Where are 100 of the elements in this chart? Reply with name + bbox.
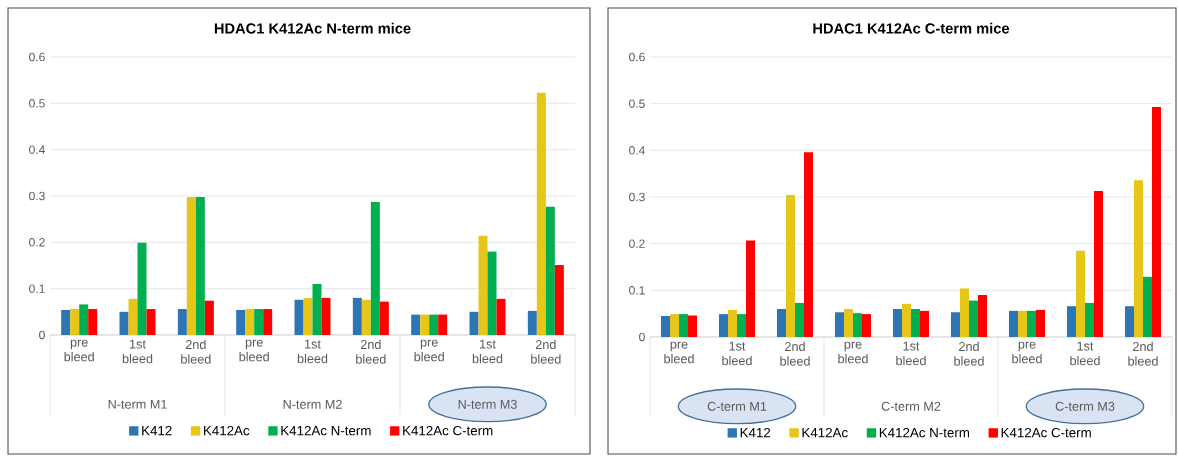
- text: C-term M1: [707, 401, 767, 411]
- x-tick-label: 2nd bleed: [531, 339, 561, 364]
- y-tick-label: 0.1: [29, 284, 45, 293]
- y-tick-label: 0: [639, 332, 645, 342]
- bar: [1134, 180, 1143, 337]
- bar: [688, 315, 698, 337]
- text: C-term M3: [1055, 401, 1115, 411]
- bar: [728, 309, 737, 337]
- bar: [1125, 306, 1134, 337]
- y-tick-label: 0: [39, 330, 45, 340]
- y-tick-label: 0.5: [629, 99, 645, 108]
- x-tick-label: pre bleed: [838, 341, 868, 364]
- y-tick-label: 0.3: [629, 192, 645, 202]
- bar: [661, 315, 671, 337]
- bar: [893, 308, 902, 337]
- bar: [1067, 306, 1076, 337]
- bar: [1085, 302, 1094, 337]
- bar: [119, 311, 129, 335]
- bar: [128, 298, 138, 335]
- x-tick-label: 2nd bleed: [356, 339, 386, 364]
- y-tick-label: 0.6: [629, 52, 645, 62]
- bar: [469, 311, 479, 335]
- bar: [361, 299, 371, 335]
- bar: [920, 310, 929, 337]
- bar: [1142, 276, 1152, 337]
- y-tick-label: 0.4: [629, 146, 645, 155]
- bar: [554, 265, 564, 335]
- bar: [862, 314, 871, 337]
- bar: [204, 300, 214, 335]
- x-tick-label: pre bleed: [1012, 341, 1042, 364]
- chart-title: HDAC1 K412Ac C-term mice: [813, 22, 1010, 34]
- x-tick-label: 1st bleed: [472, 339, 503, 364]
- legend-label: K412Ac N-term: [879, 427, 970, 438]
- bar: [719, 314, 729, 337]
- bar: [1152, 106, 1161, 337]
- y-tick-label: 0.4: [29, 145, 45, 154]
- legend-label: K412: [142, 425, 172, 436]
- x-tick-label: 1st bleed: [722, 341, 752, 366]
- bar: [61, 309, 71, 335]
- bar: [1094, 190, 1103, 337]
- y-tick-label: 0.6: [29, 52, 45, 62]
- bar: [527, 310, 537, 335]
- legend-label: K412Ac N-term: [281, 425, 371, 436]
- bar: [777, 308, 786, 337]
- bar: [438, 314, 448, 335]
- bar: [254, 309, 264, 335]
- x-tick-label: 1st bleed: [896, 341, 926, 366]
- text: C-term M2: [881, 401, 941, 411]
- legend-label: K412Ac: [802, 427, 848, 438]
- bar: [79, 304, 89, 335]
- bar: [70, 309, 80, 335]
- chart-title: HDAC1 K412Ac N-term mice: [214, 22, 411, 34]
- y-tick-label: 0.1: [629, 286, 645, 295]
- text: N-term M1: [108, 399, 167, 409]
- x-tick-label: 1st bleed: [1070, 341, 1100, 366]
- bar: [312, 284, 322, 335]
- bar: [137, 242, 147, 335]
- x-tick-label: 2nd bleed: [181, 339, 211, 364]
- bar: [245, 309, 255, 335]
- y-tick-label: 0.2: [29, 238, 45, 247]
- bar: [1036, 309, 1045, 337]
- x-tick-label: pre bleed: [64, 339, 94, 362]
- bar: [146, 309, 156, 335]
- bar: [370, 202, 380, 335]
- bar: [902, 303, 911, 337]
- bar: [352, 297, 362, 335]
- bar: [536, 92, 546, 335]
- bar: [186, 196, 196, 335]
- bar: [195, 196, 205, 335]
- bar: [670, 314, 680, 337]
- bar: [853, 313, 862, 337]
- bar: [978, 294, 987, 337]
- bar: [487, 251, 497, 335]
- legend-label: K412: [740, 427, 771, 438]
- bar: [1009, 310, 1018, 337]
- bar: [1027, 310, 1036, 337]
- bar: [746, 240, 755, 337]
- x-tick-label: pre bleed: [414, 339, 444, 362]
- x-tick-label: 1st bleed: [122, 339, 153, 364]
- x-tick-label: 2nd bleed: [780, 341, 810, 366]
- bar: [379, 301, 389, 335]
- bar: [737, 314, 747, 337]
- bar: [786, 195, 796, 337]
- bar: [303, 297, 313, 335]
- x-tick-label: 1st bleed: [297, 339, 328, 364]
- bar: [177, 309, 187, 335]
- bar: [236, 309, 246, 335]
- bar: [679, 314, 688, 337]
- x-tick-label: 2nd bleed: [954, 341, 984, 366]
- text: N-term M3: [458, 399, 517, 409]
- x-tick-label: pre bleed: [664, 341, 694, 364]
- bar: [411, 314, 421, 335]
- text: N-term M2: [283, 399, 342, 409]
- bar: [1018, 310, 1027, 337]
- y-tick-label: 0.3: [29, 191, 45, 201]
- bar: [844, 308, 853, 337]
- legend-label: K412Ac C-term: [403, 425, 493, 436]
- legend-label: K412Ac: [204, 425, 250, 436]
- bar: [795, 302, 804, 337]
- bar: [420, 314, 430, 335]
